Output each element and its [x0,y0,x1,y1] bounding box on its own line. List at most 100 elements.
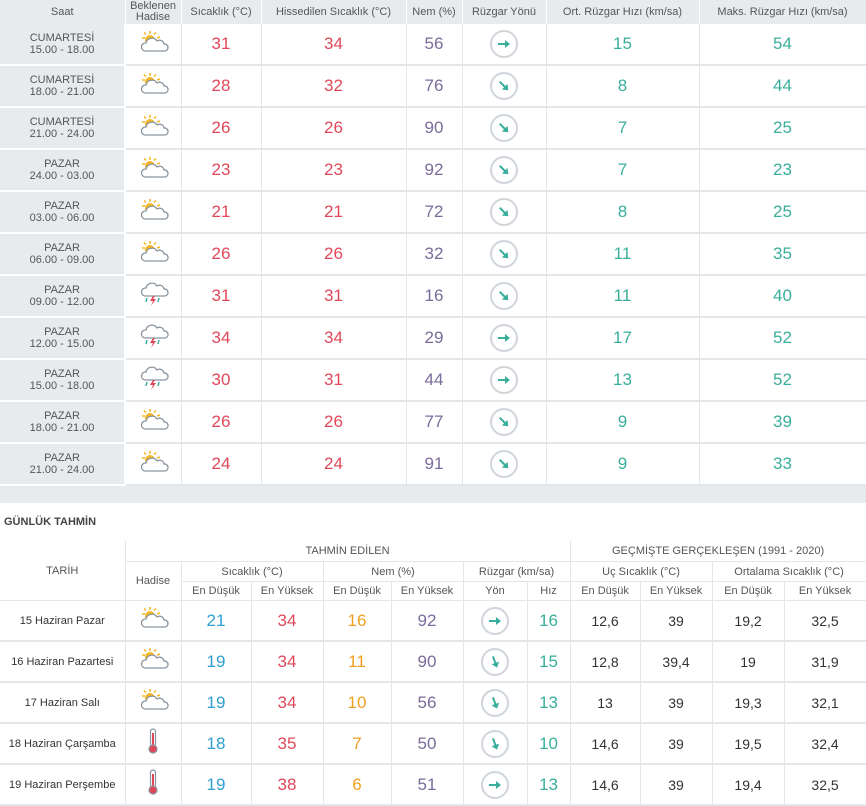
partly-cloudy-icon [137,240,169,269]
partly-cloudy-icon [137,72,169,101]
partly-cloudy-icon [137,198,169,227]
wind-direction-cell [462,359,547,402]
wind-direction-cell [462,24,547,66]
table-row: CUMARTESİ 15.00 - 18.00 31 34 56 15 54 [0,24,866,66]
date-cell: 16 Haziran Pazartesi [0,641,126,683]
humidity-cell: 32 [406,233,463,276]
weather-cell [125,107,182,150]
header-time: Saat [0,0,126,24]
wind-speed-cell: 13 [527,682,571,724]
header-average-low: En Düşük [712,581,785,601]
header-daily-wind: Rüzgar (km/sa) [463,561,571,582]
partly-cloudy-icon [137,114,169,143]
average-low-cell: 19,4 [712,764,785,806]
header-temp-high: En Yüksek [251,581,324,601]
temp-low-cell: 19 [181,764,252,806]
time-cell: CUMARTESİ 15.00 - 18.00 [0,24,126,66]
temp-high-cell: 34 [251,641,324,683]
header-avg-wind: Ort. Rüzgar Hızı (km/sa) [546,0,700,24]
wind-speed-cell: 16 [527,600,571,642]
max-wind-cell: 25 [699,107,866,150]
header-humidity: Nem (%) [406,0,463,24]
avg-wind-cell: 17 [546,317,700,360]
wind-direction-arrow-icon [490,198,518,226]
max-wind-cell: 52 [699,359,866,402]
max-wind-cell: 44 [699,65,866,108]
wind-direction-arrow-icon [490,282,518,310]
header-wind-dir: Yön [463,581,528,601]
wind-direction-arrow-icon [490,72,518,100]
humidity-low-cell: 11 [323,641,392,683]
weather-cell [125,723,182,765]
temp-cell: 26 [181,401,262,444]
avg-wind-cell: 15 [546,24,700,66]
avg-wind-cell: 9 [546,401,700,444]
partly-cloudy-icon [137,648,169,676]
table-row: PAZAR 12.00 - 15.00 34 34 29 17 52 [0,317,866,360]
extreme-low-cell: 13 [570,682,641,724]
average-low-cell: 19,3 [712,682,785,724]
humidity-high-cell: 51 [391,764,464,806]
header-daily-event: Hadise [125,561,182,601]
humidity-cell: 90 [406,107,463,150]
humidity-cell: 29 [406,317,463,360]
humidity-cell: 72 [406,191,463,234]
header-humidity-high: En Yüksek [391,581,464,601]
humidity-low-cell: 10 [323,682,392,724]
header-daily-temp: Sıcaklık (°C) [181,561,324,582]
avg-wind-cell: 7 [546,107,700,150]
average-high-cell: 31,9 [784,641,866,683]
time-cell: PAZAR 12.00 - 15.00 [0,317,126,360]
temp-cell: 24 [181,443,262,486]
weather-cell [125,443,182,486]
wind-speed-cell: 10 [527,723,571,765]
weather-cell [125,600,182,642]
temp-cell: 28 [181,65,262,108]
avg-wind-cell: 13 [546,359,700,402]
table-row: PAZAR 09.00 - 12.00 31 31 16 11 40 [0,275,866,318]
table-row: 18 Haziran Çarşamba 18 35 7 50 10 14,6 39 19,5 32… [0,723,866,765]
header-max-wind: Maks. Rüzgar Hızı (km/sa) [699,0,866,24]
humidity-high-cell: 50 [391,723,464,765]
humidity-cell: 92 [406,149,463,192]
average-high-cell: 32,5 [784,600,866,642]
humidity-high-cell: 56 [391,682,464,724]
wind-direction-arrow-icon [481,688,509,717]
feels-like-cell: 21 [261,191,407,234]
wind-direction-cell [462,317,547,360]
wind-speed-cell: 15 [527,641,571,683]
daily-forecast-table: TARİH TAHMİN EDİLEN GEÇMİŞTE GERÇEKLEŞEN… [0,541,866,806]
header-feels-like: Hissedilen Sıcaklık (°C) [261,0,407,24]
header-daily-humidity: Nem (%) [323,561,464,582]
thunderstorm-icon [137,366,169,395]
max-wind-cell: 23 [699,149,866,192]
avg-wind-cell: 8 [546,191,700,234]
time-cell: PAZAR 06.00 - 09.00 [0,233,126,276]
weather-cell [125,65,182,108]
wind-direction-arrow-icon [490,156,518,184]
temp-cell: 34 [181,317,262,360]
max-wind-cell: 52 [699,317,866,360]
feels-like-cell: 31 [261,275,407,318]
wind-direction-arrow-icon [481,647,509,676]
table-row: 15 Haziran Pazar 21 34 16 92 16 12,6 39 19,2 32,5 [0,600,866,642]
humidity-high-cell: 92 [391,600,464,642]
thermometer-icon [137,728,169,758]
weather-cell [125,682,182,724]
section-gap [0,486,866,503]
humidity-cell: 76 [406,65,463,108]
feels-like-cell: 26 [261,107,407,150]
average-high-cell: 32,5 [784,764,866,806]
partly-cloudy-icon [137,156,169,185]
temp-cell: 26 [181,233,262,276]
avg-wind-cell: 9 [546,443,700,486]
wind-direction-arrow-icon [481,606,509,635]
extreme-high-cell: 39 [640,723,713,765]
feels-like-cell: 26 [261,401,407,444]
avg-wind-cell: 11 [546,233,700,276]
thunderstorm-icon [137,282,169,311]
humidity-cell: 44 [406,359,463,402]
weather-cell [125,317,182,360]
max-wind-cell: 35 [699,233,866,276]
temp-cell: 23 [181,149,262,192]
